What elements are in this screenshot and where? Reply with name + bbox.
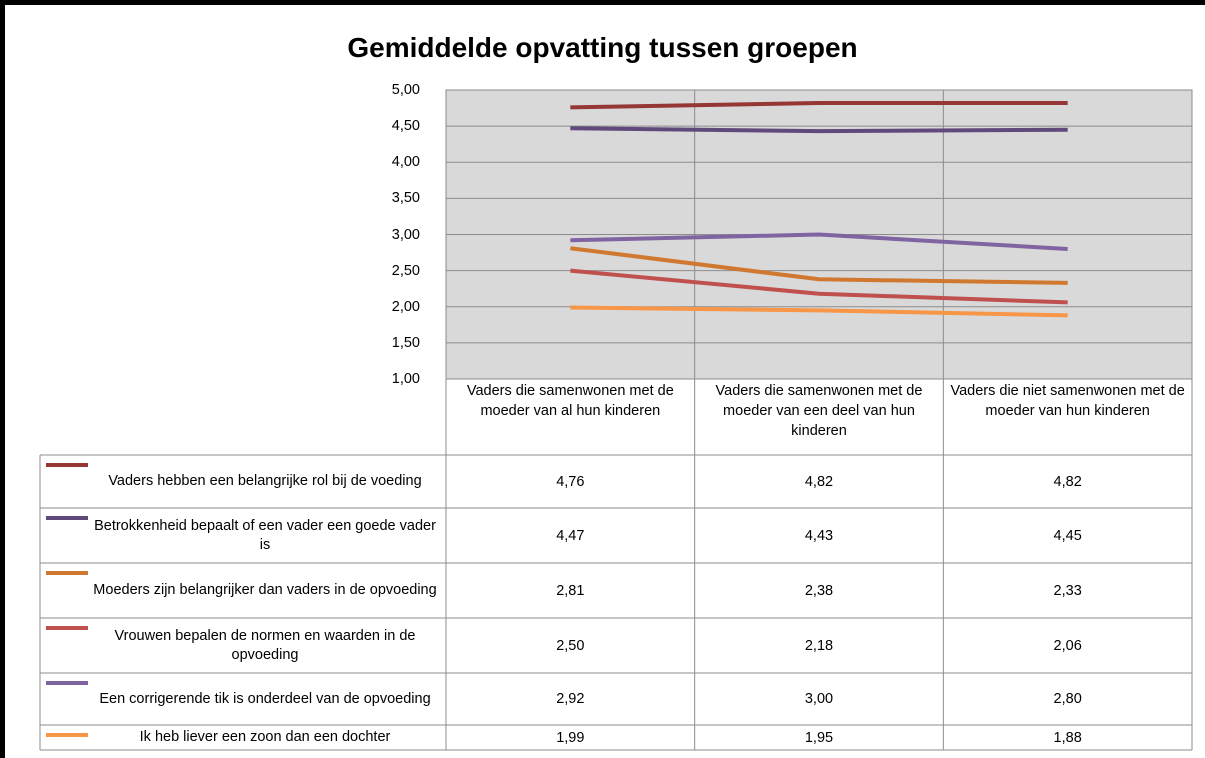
value-label: 2,38	[804, 582, 834, 599]
frame-top	[0, 0, 1205, 5]
value-label: 3,00	[804, 691, 834, 707]
y-tick-label: 3,50	[391, 190, 420, 207]
category-label: Vaders die niet samenwonen met de moeder…	[950, 383, 1185, 419]
value-label: 4,82	[804, 473, 834, 490]
y-tick-label: 1,00	[391, 371, 420, 387]
value-label: 4,82	[1053, 473, 1082, 490]
y-tick-label: 1,50	[391, 334, 420, 351]
legend-label: Vrouwen bepalen de normen en waarden in …	[114, 627, 416, 663]
value-label: 4,45	[1053, 527, 1082, 544]
y-tick-label: 5,00	[391, 82, 420, 98]
series-line	[570, 268, 1068, 305]
series-line	[570, 101, 1068, 110]
y-tick-label: 2,00	[391, 298, 420, 315]
value-label: 2,06	[1053, 637, 1082, 654]
y-tick-label: 3,00	[391, 226, 420, 243]
y-tick-label: 4,00	[391, 154, 420, 171]
value-label: 2,92	[556, 691, 585, 707]
category-label: Vaders die samenwonen met de moeder van …	[466, 383, 674, 419]
value-label: 2,81	[556, 582, 585, 599]
legend-label: Een corrigerende tik is onderdeel van de…	[99, 690, 431, 707]
legend-label: Betrokkenheid bepaalt of een vader een g…	[94, 517, 436, 553]
series-line	[570, 246, 1068, 285]
value-label: 2,50	[556, 637, 585, 654]
value-label: 2,80	[1053, 691, 1082, 707]
value-label: 4,47	[556, 527, 585, 544]
chart-title: Gemiddelde opvatting tussen groepen	[347, 32, 858, 63]
series-line	[570, 126, 1068, 134]
legend-label: Ik heb liever een zoon dan een dochter	[139, 729, 391, 745]
value-label: 1,95	[804, 729, 834, 746]
value-label: 2,18	[804, 637, 834, 654]
value-label: 1,88	[1053, 729, 1082, 746]
series-line	[570, 232, 1068, 251]
value-label: 2,33	[1053, 582, 1082, 599]
series-line	[570, 305, 1068, 318]
legend-label: Moeders zijn belangrijker dan vaders in …	[93, 582, 437, 598]
value-label: 1,99	[556, 729, 585, 746]
y-tick-label: 4,50	[391, 118, 420, 135]
y-tick-label: 2,50	[391, 262, 420, 279]
legend-label: Vaders hebben een belangrijke rol bij de…	[108, 473, 422, 489]
category-label: Vaders die samenwonen met de moeder van …	[715, 383, 923, 439]
value-label: 4,43	[804, 527, 834, 544]
value-label: 4,76	[556, 473, 585, 490]
frame-left	[0, 0, 5, 758]
